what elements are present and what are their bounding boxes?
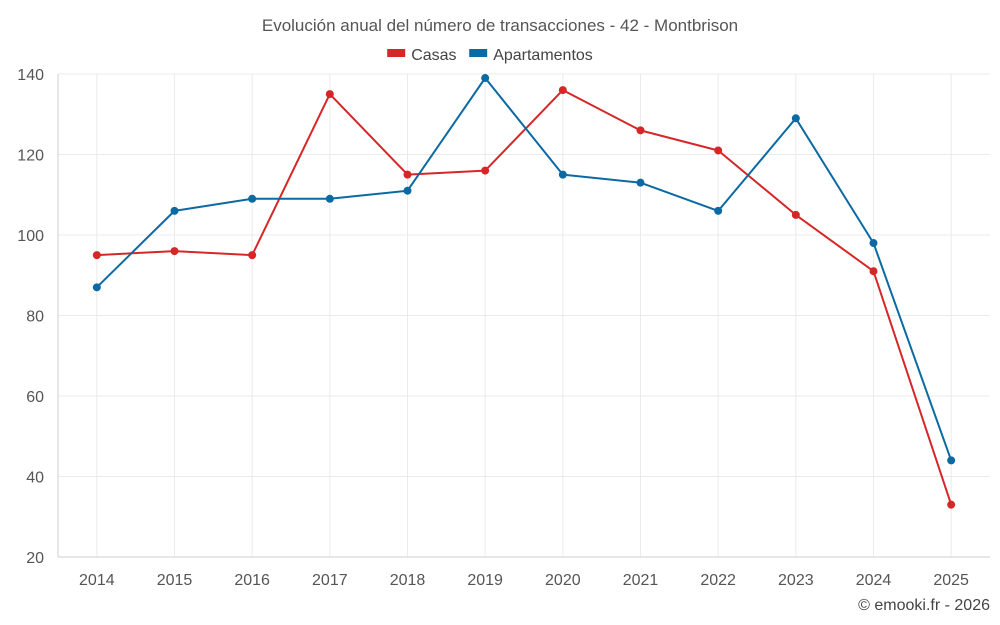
y-tick-label: 20 <box>26 550 44 567</box>
x-tick-label: 2015 <box>157 572 193 589</box>
x-tick-label: 2025 <box>933 572 969 589</box>
x-tick-label: 2021 <box>623 572 659 589</box>
legend: Casas Apartamentos <box>387 47 593 64</box>
y-tick-label: 100 <box>17 228 44 245</box>
y-tick-label: 80 <box>26 309 44 326</box>
data-point-casas[interactable] <box>170 247 179 256</box>
series-group <box>92 74 956 509</box>
data-point-apartamentos[interactable] <box>869 239 878 248</box>
data-point-casas[interactable] <box>636 126 645 135</box>
data-point-apartamentos[interactable] <box>791 114 800 123</box>
y-tick-label: 140 <box>17 67 44 84</box>
data-point-casas[interactable] <box>248 251 257 260</box>
x-tick-label: 2022 <box>700 572 736 589</box>
data-point-casas[interactable] <box>558 86 567 95</box>
x-tick-label: 2020 <box>545 572 581 589</box>
data-point-apartamentos[interactable] <box>481 74 490 83</box>
gridlines <box>58 73 990 557</box>
series-line-casas <box>96 89 953 506</box>
data-point-casas[interactable] <box>325 90 334 99</box>
data-point-casas[interactable] <box>481 166 490 175</box>
data-point-apartamentos[interactable] <box>714 206 723 215</box>
y-tick-label: 40 <box>26 470 44 487</box>
x-tick-label: 2017 <box>312 572 348 589</box>
data-point-apartamentos[interactable] <box>92 283 101 292</box>
series-line-apartamentos <box>96 77 953 461</box>
data-point-apartamentos[interactable] <box>947 456 956 465</box>
x-tick-label: 2018 <box>390 572 426 589</box>
data-point-casas[interactable] <box>869 267 878 276</box>
x-tick-label: 2019 <box>467 572 503 589</box>
data-point-apartamentos[interactable] <box>248 194 257 203</box>
y-tick-label: 120 <box>17 148 44 165</box>
credit-text: © emooki.fr - 2026 <box>858 597 990 614</box>
x-tick-label: 2016 <box>234 572 270 589</box>
legend-label-casas[interactable]: Casas <box>411 47 456 64</box>
data-point-casas[interactable] <box>92 251 101 260</box>
data-point-apartamentos[interactable] <box>403 186 412 195</box>
legend-swatch-casas <box>387 49 406 57</box>
data-point-casas[interactable] <box>947 500 956 509</box>
data-point-apartamentos[interactable] <box>558 170 567 179</box>
x-tick-label: 2014 <box>79 572 115 589</box>
data-point-casas[interactable] <box>714 146 723 155</box>
legend-label-apartamentos[interactable]: Apartamentos <box>493 47 593 64</box>
data-point-apartamentos[interactable] <box>325 194 334 203</box>
legend-swatch-apartamentos <box>469 49 488 57</box>
y-tick-label: 60 <box>26 389 44 406</box>
data-point-apartamentos[interactable] <box>636 178 645 187</box>
data-point-casas[interactable] <box>791 210 800 219</box>
x-tick-label: 2023 <box>778 572 814 589</box>
data-point-apartamentos[interactable] <box>170 206 179 215</box>
chart-title: Evolución anual del número de transaccio… <box>262 16 738 35</box>
data-point-casas[interactable] <box>403 170 412 179</box>
x-tick-label: 2024 <box>856 572 892 589</box>
axes: 20 40 60 80 100 120 140 2014 2015 2016 2017 2018 201… <box>17 67 990 589</box>
